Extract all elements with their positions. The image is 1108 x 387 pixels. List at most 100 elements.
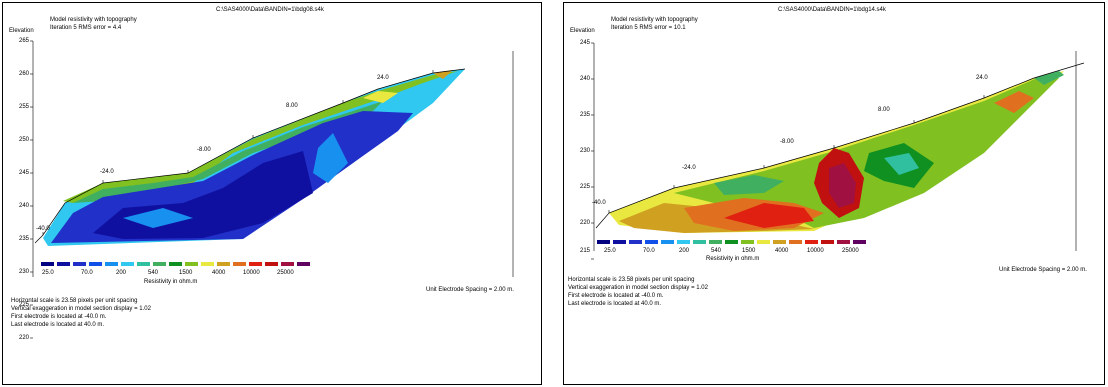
y-tick-label: 220 (579, 220, 590, 226)
colorbar-swatch (661, 240, 674, 244)
footer-line: Last electrode is located at 40.0 m. (568, 301, 662, 307)
colorbar-tick: 25000 (277, 270, 294, 276)
y-tick-marks (30, 40, 33, 339)
section-band-lightblue (123, 208, 193, 228)
colorbar-swatch (121, 262, 134, 266)
y-tick-label: 245 (579, 40, 590, 46)
colorbar-swatch (757, 240, 770, 244)
electrode-label: 8.00 (878, 107, 890, 113)
y-tick-label: 215 (579, 248, 590, 254)
footer-line: Horizontal scale is 23.58 pixels per uni… (568, 277, 695, 283)
colorbar-swatch (853, 240, 866, 244)
y-tick-label: 240 (579, 76, 590, 82)
colorbar-right (597, 240, 866, 244)
unit-spacing-note: Unit Electrode Spacing = 2.00 m. (999, 267, 1087, 273)
colorbar-swatch (645, 240, 658, 244)
section-band-green-edge (1034, 71, 1064, 85)
colorbar-left (41, 262, 310, 266)
y-tick-label: 230 (579, 148, 590, 154)
section-band-orange-right (994, 91, 1034, 113)
colorbar-swatch (57, 262, 70, 266)
colorbar-swatch (185, 262, 198, 266)
colorbar-tick: 4000 (775, 248, 789, 254)
section-band-lightgreen (63, 71, 458, 203)
y-tick-label: 250 (18, 137, 29, 143)
y-tick-label: 235 (579, 112, 590, 118)
section-band-lightblue-2 (313, 133, 348, 183)
chart-title: Model resistivity with topography (50, 17, 137, 23)
colorbar-swatch (217, 262, 230, 266)
y-tick-label: 240 (18, 203, 29, 209)
colorbar-tick: 200 (116, 270, 127, 276)
section-band-yellow (363, 91, 398, 103)
y-tick-label: 245 (18, 170, 29, 176)
chart-subtitle: Iteration 5 RMS error = 10.1 (611, 25, 686, 31)
y-tick-label: 260 (18, 71, 29, 77)
footer-line: First electrode is located at -40.0 m. (568, 293, 664, 299)
colorbar-tick: 70.0 (81, 270, 93, 276)
colorbar-swatch (153, 262, 166, 266)
electrode-marks (42, 70, 434, 235)
footer-line: Horizontal scale is 23.58 pixels per uni… (11, 298, 138, 304)
colorbar-tick: 4000 (212, 270, 226, 276)
colorbar-swatch (41, 262, 54, 266)
colorbar-label: Resistivity in ohm.m (706, 256, 760, 262)
colorbar-swatch (693, 240, 706, 244)
electrode-label: -8.00 (197, 147, 211, 153)
colorbar-swatch (281, 262, 294, 266)
y-tick-label: 225 (18, 302, 29, 308)
colorbar-swatch (233, 262, 246, 266)
footer-line: Vertical exaggeration in model section d… (568, 285, 708, 291)
colorbar-swatch (73, 262, 86, 266)
colorbar-tick: 70.0 (643, 248, 655, 254)
colorbar-tick: 10000 (243, 270, 260, 276)
electrode-marks (608, 95, 985, 213)
colorbar-swatch (629, 240, 642, 244)
section-band-green (714, 175, 784, 195)
colorbar-swatch (105, 262, 118, 266)
colorbar-swatch (741, 240, 754, 244)
y-tick-marks (591, 42, 594, 260)
colorbar-tick: 540 (711, 248, 722, 254)
colorbar-swatch (89, 262, 102, 266)
colorbar-swatch (677, 240, 690, 244)
y-tick-label: 230 (18, 269, 29, 275)
colorbar-swatch (597, 240, 610, 244)
colorbar-tick: 25.0 (42, 270, 54, 276)
section-plot-right (591, 42, 1085, 260)
y-tick-label: 235 (18, 236, 29, 242)
electrode-label: -8.00 (780, 139, 794, 145)
y-tick-label: 225 (579, 184, 590, 190)
y-tick-label: 265 (18, 38, 29, 44)
chart-title: Model resistivity with topography (611, 17, 698, 23)
chart-subtitle: Iteration 5 RMS error = 4.4 (50, 25, 122, 31)
footer-notes: Horizontal scale is 23.58 pixels per uni… (11, 297, 151, 329)
y-axis-label: Elevation (570, 28, 595, 34)
y-tick-label: 255 (18, 104, 29, 110)
colorbar-swatch (725, 240, 738, 244)
colorbar-swatch (169, 262, 182, 266)
colorbar-swatch (137, 262, 150, 266)
section-band-green (73, 101, 383, 203)
file-path: C:\SAS4000\Data\BANDIN=1\bdg14.s4k (778, 7, 886, 13)
electrode-label: -40.0 (592, 200, 606, 206)
electrode-label: 8.00 (286, 103, 298, 109)
footer-line: First electrode is located at -40.0 m. (11, 314, 107, 320)
colorbar-swatch (201, 262, 214, 266)
colorbar-tick: 200 (679, 248, 690, 254)
footer-notes: Horizontal scale is 23.58 pixels per uni… (568, 276, 708, 308)
section-band-red (724, 203, 814, 228)
colorbar-swatch (265, 262, 278, 266)
section-band-cyan (884, 153, 919, 175)
section-band-lightgreen (674, 75, 1059, 228)
electrode-label: -24.0 (682, 165, 696, 171)
colorbar-swatch (837, 240, 850, 244)
resistivity-panel-right: C:\SAS4000\Data\BANDIN=1\bdg14.s4k Model… (563, 2, 1105, 385)
colorbar-swatch (709, 240, 722, 244)
colorbar-swatch (249, 262, 262, 266)
colorbar-tick: 1500 (179, 270, 193, 276)
footer-line: Vertical exaggeration in model section d… (11, 306, 151, 312)
y-axis-label: Elevation (9, 28, 34, 34)
electrode-label: 24.0 (377, 75, 389, 81)
section-plot-left (30, 40, 514, 339)
